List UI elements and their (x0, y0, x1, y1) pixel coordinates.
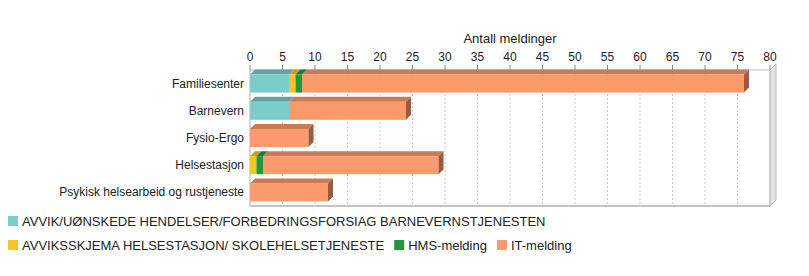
legend-label: AVVIKSSKJEMA HELSESTASJON/ SKOLEHELSETJE… (22, 238, 385, 253)
tick-label: 5 (279, 50, 286, 64)
bar (289, 75, 296, 93)
tick-label: 65 (666, 50, 680, 64)
bar-side (744, 70, 749, 93)
tick-label: 25 (406, 50, 420, 64)
bar (289, 102, 406, 120)
tick-mark (770, 65, 771, 70)
bar (302, 75, 744, 93)
tick-label: 50 (568, 50, 582, 64)
tick-mark (282, 65, 283, 70)
tick-label: 20 (373, 50, 387, 64)
bar-side (406, 97, 411, 120)
bar-side (328, 178, 333, 201)
legend-swatch (8, 216, 18, 226)
legend-swatch (497, 240, 507, 250)
legend-label: IT-melding (511, 238, 572, 253)
tick-mark (380, 65, 381, 70)
tick-mark (672, 65, 673, 70)
bars (250, 70, 749, 202)
tick-label: 45 (536, 50, 550, 64)
category-label: Helsestasjon (175, 158, 244, 172)
tick-label: 15 (341, 50, 355, 64)
tick-label: 10 (308, 50, 322, 64)
bar-side (439, 151, 444, 174)
tick-label: 0 (247, 50, 254, 64)
chart: 0 5 10 15 20 25 30 35 40 45 50 55 60 65 70 75 80 Antall m… (0, 0, 809, 276)
tick-label: 75 (731, 50, 745, 64)
bar-top (263, 151, 444, 156)
tick-mark (250, 65, 251, 70)
bar-top (250, 70, 294, 75)
category-label: Fysio-Ergo (186, 131, 244, 145)
legend-swatch (8, 240, 18, 250)
tick-label: 35 (471, 50, 485, 64)
tick-mark (542, 65, 543, 70)
tick-mark (510, 65, 511, 70)
plot-frame (250, 70, 770, 206)
plot-depth (250, 64, 776, 206)
grid-line (770, 70, 771, 206)
tick-mark (445, 65, 446, 70)
category-label: Psykisk helsearbeid og rustjeneste (59, 185, 244, 199)
bar-top (250, 178, 333, 183)
tick-label: 80 (763, 50, 777, 64)
tick-label: 55 (601, 50, 615, 64)
category-label: Barnevern (189, 104, 244, 118)
tick-label: 60 (633, 50, 647, 64)
tick-mark (412, 65, 413, 70)
bar (250, 129, 309, 147)
tick-mark (705, 65, 706, 70)
bar (250, 183, 328, 201)
tick-mark (477, 65, 478, 70)
legend-label: HMS-melding (408, 238, 487, 253)
bar (263, 156, 439, 174)
legend-label: AVVIK/UØNSKEDE HENDELSER/FORBEDRINGSFORS… (22, 214, 545, 229)
tick-label: 40 (503, 50, 517, 64)
tick-mark (737, 65, 738, 70)
bar (250, 75, 289, 93)
bar (250, 156, 257, 174)
bar (296, 75, 303, 93)
legend-swatch (394, 240, 404, 250)
category-label: Familiesenter (172, 77, 244, 91)
bar-top (289, 97, 411, 102)
tick-mark (347, 65, 348, 70)
bar (250, 102, 289, 120)
tick-mark (575, 65, 576, 70)
bar-top (250, 97, 294, 102)
tick-mark (315, 65, 316, 70)
axis-title: Antall meldinger (463, 31, 557, 46)
bar (257, 156, 264, 174)
tick-label: 30 (438, 50, 452, 64)
tick-mark (640, 65, 641, 70)
bar-side (309, 124, 314, 147)
bar-top (250, 124, 314, 129)
bar-top (302, 70, 749, 75)
tick-mark (607, 65, 608, 70)
tick-label: 70 (698, 50, 712, 64)
